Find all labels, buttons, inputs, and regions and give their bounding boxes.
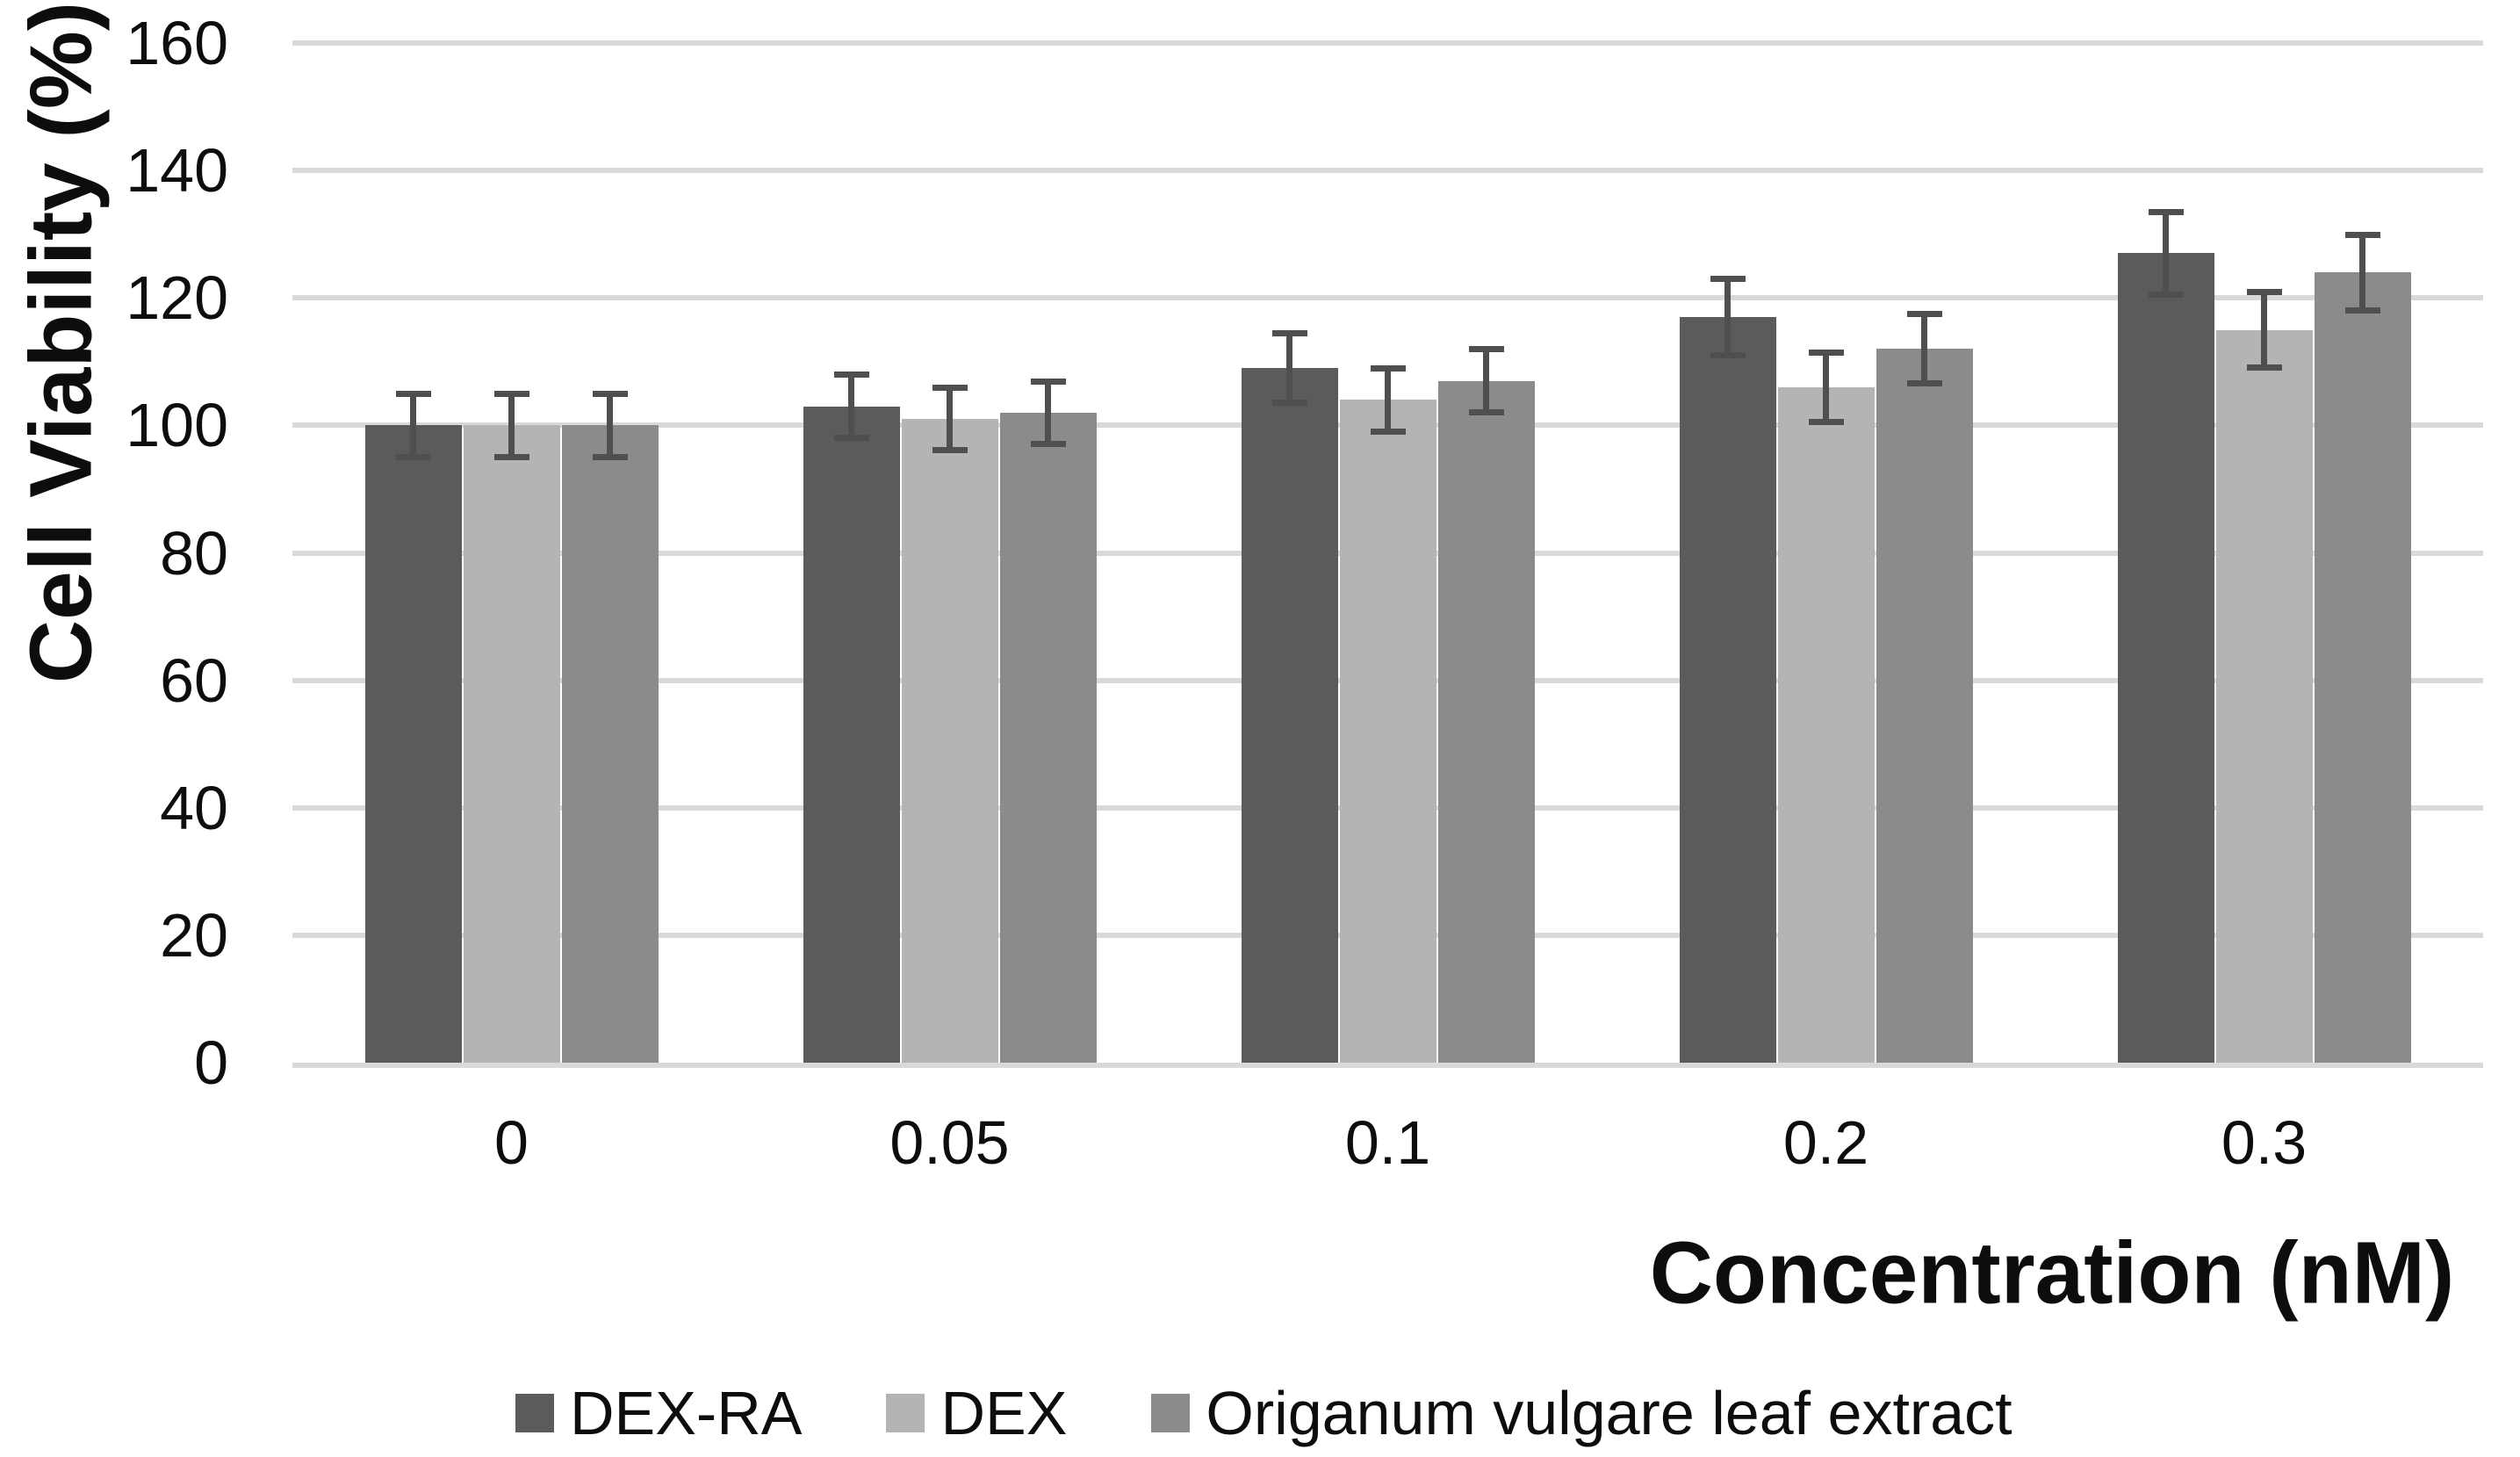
error-bar-stem (1385, 368, 1391, 432)
bar-dex-0.2 (1777, 386, 1875, 1063)
error-bar-cap-bottom (1808, 418, 1844, 425)
y-tick-label-0: 0 (194, 1028, 228, 1097)
y-tick-label-80: 80 (160, 518, 228, 588)
x-axis-title: Concentration (nM) (1649, 1223, 2455, 1323)
error-bar-cap-bottom (1370, 428, 1406, 435)
error-bar-cap-bottom (493, 453, 529, 460)
bar-dex-ra-0.05 (803, 406, 900, 1063)
error-bar-cap-bottom (1710, 351, 1746, 358)
error-bar-stem (410, 393, 416, 458)
error-bar-cap-top (1906, 311, 1942, 318)
error-bar-cap-top (1468, 346, 1504, 353)
gridline-y-140 (292, 168, 2483, 174)
y-tick-label-140: 140 (126, 136, 228, 206)
error-bar-stem (508, 393, 515, 458)
legend-item-dex: DEX (886, 1382, 1067, 1444)
bar-origanum-vulgare-leaf-extract-0.05 (999, 412, 1097, 1063)
gridline-y-0 (292, 1063, 2483, 1068)
error-bar-cap-top (1030, 378, 1066, 385)
legend-label: DEX-RA (570, 1379, 803, 1447)
error-bar-stem (1045, 380, 1051, 445)
bar-dex-0.05 (901, 419, 998, 1063)
bar-origanum-vulgare-leaf-extract-0.1 (1437, 380, 1535, 1063)
bar-origanum-vulgare-leaf-extract-0.3 (2314, 272, 2411, 1063)
error-bar-cap-bottom (1906, 380, 1942, 387)
error-bar-stem (1724, 278, 1731, 356)
error-bar-cap-top (1808, 349, 1844, 356)
error-bar-stem (1483, 349, 1489, 413)
error-bar-cap-top (833, 371, 869, 379)
error-bar-cap-bottom (2246, 364, 2282, 371)
error-bar-cap-top (1271, 330, 1307, 337)
y-tick-label-160: 160 (126, 9, 228, 77)
error-bar-cap-bottom (2344, 307, 2380, 314)
legend-item-origanum-vulgare-leaf-extract: Origanum vulgare leaf extract (1151, 1382, 2012, 1444)
x-category-label-0.2: 0.2 (1782, 1108, 1869, 1177)
x-category-label-0.05: 0.05 (889, 1108, 1010, 1177)
legend-swatch (886, 1394, 925, 1432)
legend-label: DEX (940, 1379, 1068, 1447)
error-bar-cap-bottom (833, 434, 869, 441)
y-tick-label-20: 20 (160, 900, 228, 970)
error-bar-cap-bottom (1030, 441, 1066, 448)
error-bar-cap-bottom (1468, 408, 1504, 415)
error-bar-cap-top (592, 391, 628, 398)
error-bar-cap-bottom (2148, 291, 2184, 298)
error-bar-cap-bottom (395, 453, 431, 460)
error-bar-stem (2261, 291, 2267, 369)
error-bar-stem (1286, 333, 1292, 403)
bar-dex-ra-0.2 (1679, 317, 1776, 1063)
error-bar-stem (1823, 351, 1829, 422)
x-category-label-0.1: 0.1 (1344, 1108, 1431, 1177)
x-category-label-0.3: 0.3 (2221, 1108, 2308, 1177)
error-bar-cap-top (1370, 365, 1406, 372)
x-category-label-0: 0 (494, 1108, 529, 1177)
y-tick-label-100: 100 (126, 391, 228, 460)
error-bar-cap-bottom (1271, 399, 1307, 406)
y-tick-label-60: 60 (160, 646, 228, 715)
bar-dex-0.1 (1339, 400, 1436, 1063)
bar-dex-ra-0.3 (2117, 253, 2214, 1063)
error-bar-stem (2163, 212, 2169, 295)
bar-origanum-vulgare-leaf-extract-0.2 (1876, 349, 1973, 1063)
error-bar-cap-top (2148, 209, 2184, 216)
bar-dex-ra-0.1 (1241, 368, 1338, 1063)
error-bar-cap-bottom (932, 447, 968, 454)
legend-swatch (515, 1394, 554, 1432)
error-bar-cap-top (1710, 276, 1746, 283)
y-tick-label-40: 40 (160, 773, 228, 842)
error-bar-stem (947, 386, 953, 451)
error-bar-cap-top (2344, 231, 2380, 238)
legend-label: Origanum vulgare leaf extract (1206, 1379, 2012, 1447)
bar-dex-0.3 (2215, 329, 2313, 1063)
gridline-y-120 (292, 295, 2483, 301)
y-tick-label-120: 120 (126, 263, 228, 333)
legend-swatch (1151, 1394, 1191, 1432)
bar-dex-0 (463, 425, 560, 1063)
error-bar-cap-top (932, 384, 968, 391)
error-bar-cap-top (395, 391, 431, 398)
bar-origanum-vulgare-leaf-extract-0 (561, 425, 659, 1063)
error-bar-stem (607, 393, 613, 458)
error-bar-stem (1921, 314, 1927, 385)
error-bar-stem (848, 374, 854, 438)
error-bar-cap-bottom (592, 453, 628, 460)
gridline-y-160 (292, 40, 2483, 46)
bar-dex-ra-0 (364, 425, 462, 1063)
legend-item-dex-ra: DEX-RA (515, 1382, 802, 1444)
error-bar-cap-top (493, 391, 529, 398)
legend: DEX-RA DEX Origanum vulgare leaf extract (515, 1382, 2012, 1444)
error-bar-cap-top (2246, 288, 2282, 295)
error-bar-stem (2359, 234, 2365, 311)
